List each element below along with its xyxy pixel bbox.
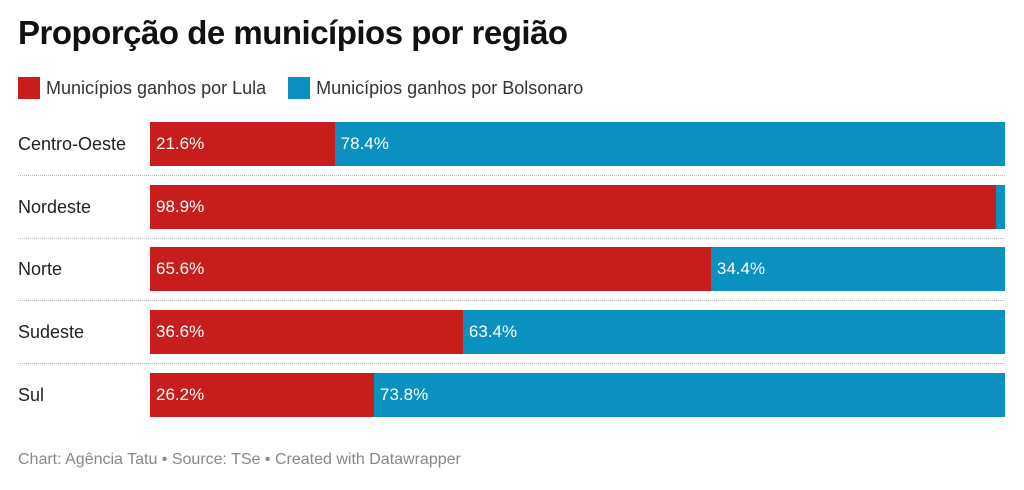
data-label: 78.4% [340, 134, 389, 153]
bar-segment-lula: 98.9% [150, 184, 996, 229]
bar-segment-bolsonaro: 63.4% [462, 310, 1005, 355]
category-label: Norte [18, 259, 63, 280]
stacked-bar: 65.6% 34.4% [150, 247, 1005, 292]
legend-label: Municípios ganhos por Bolsonaro [316, 77, 584, 98]
bar-segment-lula: 36.6% [150, 310, 463, 355]
row-separator [18, 175, 1005, 176]
bar-row: Nordeste 98.9% [18, 184, 1005, 247]
bar-segment-lula: 65.6% [150, 247, 711, 292]
data-label: 26.2% [156, 384, 205, 404]
data-label: 36.6% [156, 322, 205, 342]
stacked-bar: 36.6% 63.4% [150, 310, 1005, 355]
legend-item-bolsonaro: Municípios ganhos por Bolsonaro [288, 77, 583, 99]
legend: Municípios ganhos por Lula Municípios ga… [18, 77, 605, 99]
data-label: 34.4% [716, 259, 766, 279]
row-separator [18, 363, 1005, 365]
legend-swatch-lula [18, 77, 40, 99]
data-label: 63.4% [468, 322, 518, 342]
bar-row: Centro-Oeste 21.6% 78.4% [18, 122, 1005, 184]
stacked-bar: 98.9% [150, 184, 1005, 229]
category-label: Sul [18, 384, 45, 405]
category-label: Sudeste [18, 322, 85, 343]
chart-title: Proporção de municípios por região [18, 14, 568, 51]
legend-swatch-bolsonaro [288, 77, 311, 99]
stacked-bar: 26.2% 73.8% [150, 372, 1005, 417]
category-label: Nordeste [18, 196, 92, 217]
row-separator [18, 237, 1005, 239]
data-label: 21.6% [156, 134, 205, 153]
data-label: 98.9% [156, 196, 205, 216]
row-separator [18, 300, 1005, 302]
bar-row: Sul 26.2% 73.8% [18, 372, 1005, 435]
bar-row: Sudeste 36.6% 63.4% [18, 310, 1005, 372]
bar-segment-bolsonaro: 34.4% [710, 247, 1005, 292]
bar-segment-lula: 26.2% [150, 372, 374, 417]
bar-segment-bolsonaro: 73.8% [374, 372, 1005, 417]
bar-segment-bolsonaro: 78.4% [334, 122, 1005, 166]
legend-item-lula: Municípios ganhos por Lula [18, 77, 266, 99]
data-label: 65.6% [156, 259, 205, 279]
bar-row: Norte 65.6% 34.4% [18, 247, 1005, 309]
bar-segment-lula: 21.6% [150, 122, 335, 166]
stacked-bar: 21.6% 78.4% [150, 122, 1005, 166]
footer: Chart: Agência Tatu • Source: TSe • Crea… [18, 451, 461, 468]
legend-label: Municípios ganhos por Lula [46, 77, 267, 98]
bar-segment-bolsonaro [995, 184, 1005, 229]
category-label: Centro-Oeste [18, 134, 127, 154]
data-label: 73.8% [380, 384, 429, 404]
